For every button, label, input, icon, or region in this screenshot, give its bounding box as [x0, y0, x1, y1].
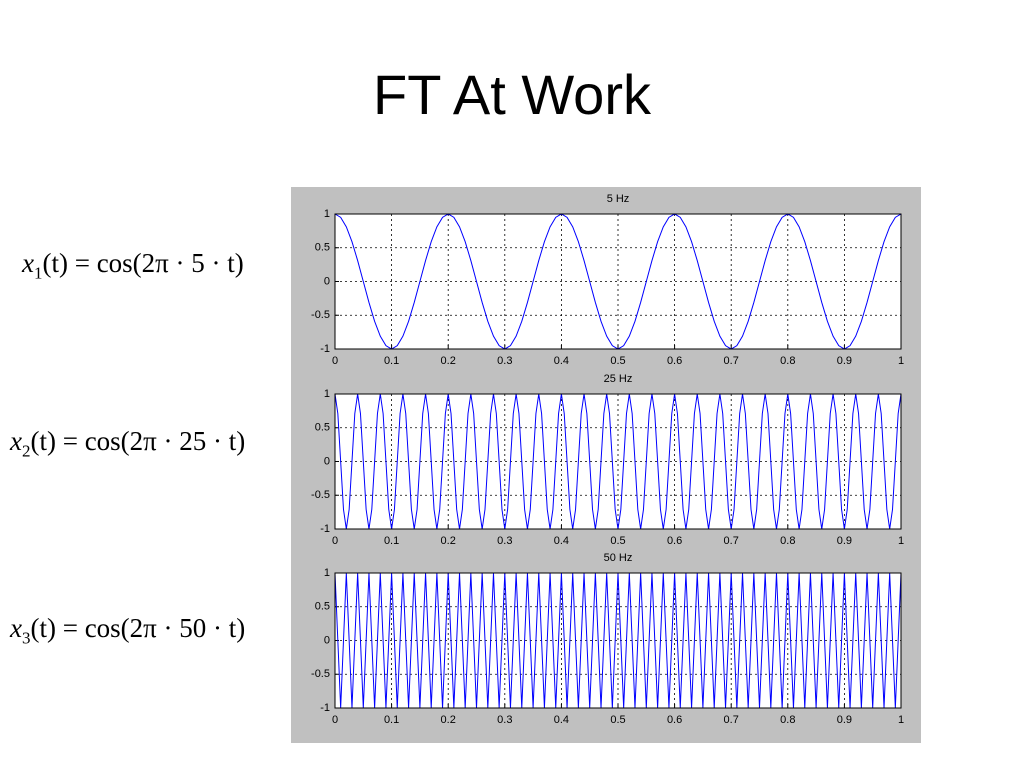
equation: x3(t) = cos(2π · 50 · t): [10, 613, 245, 648]
x-tick-label: 0.3: [497, 714, 512, 726]
x-tick-label: 0.7: [724, 355, 739, 367]
figure-background: [291, 187, 921, 743]
x-tick-label: 0.9: [837, 355, 852, 367]
x-tick-label: 0.4: [554, 535, 569, 547]
line-series: [334, 393, 902, 530]
x-tick-label: 0.2: [441, 355, 456, 367]
x-tick-label: 0.4: [554, 714, 569, 726]
x-tick-label: 0.1: [384, 535, 399, 547]
x-tick-label: 0: [332, 355, 338, 367]
y-tick-label: -0.5: [311, 489, 330, 501]
y-tick-label: -1: [320, 343, 330, 355]
x-tick-label: 0.6: [667, 535, 682, 547]
x-tick-label: 0: [332, 714, 338, 726]
x-tick-label: 0: [332, 535, 338, 547]
eq-body: (t) = cos(2π · 25 · t): [30, 426, 246, 456]
x-tick-label: 0.6: [667, 355, 682, 367]
x-tick-label: 0.8: [780, 535, 795, 547]
x-tick-label: 0.3: [497, 355, 512, 367]
x-tick-label: 0.3: [497, 535, 512, 547]
x-tick-label: 0.2: [441, 714, 456, 726]
line-series: [334, 572, 902, 709]
x-tick-label: 0.8: [780, 355, 795, 367]
x-tick-label: 1: [898, 355, 904, 367]
y-tick-label: 0.5: [315, 422, 330, 434]
x-tick-label: 0.7: [724, 535, 739, 547]
plot-area: [335, 573, 901, 708]
y-tick-label: -0.5: [311, 309, 330, 321]
eq-var: x: [10, 613, 22, 643]
y-tick-label: 0.5: [315, 242, 330, 254]
x-tick-label: 0.5: [610, 355, 625, 367]
y-tick-label: -1: [320, 702, 330, 714]
y-tick-label: 1: [324, 388, 330, 400]
x-tick-label: 0.8: [780, 714, 795, 726]
y-tick-label: 1: [324, 567, 330, 579]
x-tick-label: 0.6: [667, 714, 682, 726]
eq-body: (t) = cos(2π · 50 · t): [30, 613, 246, 643]
equation: x1(t) = cos(2π · 5 · t): [22, 248, 244, 283]
chart-title: 25 Hz: [604, 373, 633, 385]
x-tick-label: 0.5: [610, 535, 625, 547]
equation: x2(t) = cos(2π · 25 · t): [10, 426, 245, 461]
chart-title: 50 Hz: [604, 552, 633, 564]
x-tick-label: 0.4: [554, 355, 569, 367]
plot-frame: [334, 572, 902, 709]
x-tick-label: 1: [898, 714, 904, 726]
plot-area: [335, 394, 901, 529]
plot-area: [335, 214, 901, 349]
y-tick-label: 0.5: [315, 601, 330, 613]
plot-frame: [334, 213, 902, 350]
eq-sub: 1: [33, 263, 43, 283]
x-tick-label: 1: [898, 535, 904, 547]
x-tick-label: 0.1: [384, 714, 399, 726]
eq-body: (t) = cos(2π · 5 · t): [42, 248, 244, 278]
y-tick-label: 0: [324, 634, 330, 646]
x-tick-label: 0.7: [724, 714, 739, 726]
eq-sub: 3: [21, 628, 31, 648]
x-tick-label: 0.2: [441, 535, 456, 547]
y-tick-label: 1: [324, 208, 330, 220]
x-tick-label: 0.9: [837, 535, 852, 547]
chart-title: 5 Hz: [607, 193, 630, 205]
eq-sub: 2: [21, 441, 31, 461]
eq-var: x: [22, 248, 34, 278]
y-tick-label: 0: [324, 455, 330, 467]
plot-frame: [334, 393, 902, 530]
y-tick-label: -1: [320, 523, 330, 535]
x-tick-label: 0.5: [610, 714, 625, 726]
y-tick-label: -0.5: [311, 668, 330, 680]
x-tick-label: 0.1: [384, 355, 399, 367]
eq-var: x: [10, 426, 22, 456]
x-tick-label: 0.9: [837, 714, 852, 726]
slide-title: FT At Work: [373, 63, 651, 126]
line-series: [334, 213, 902, 350]
y-tick-label: 0: [324, 275, 330, 287]
